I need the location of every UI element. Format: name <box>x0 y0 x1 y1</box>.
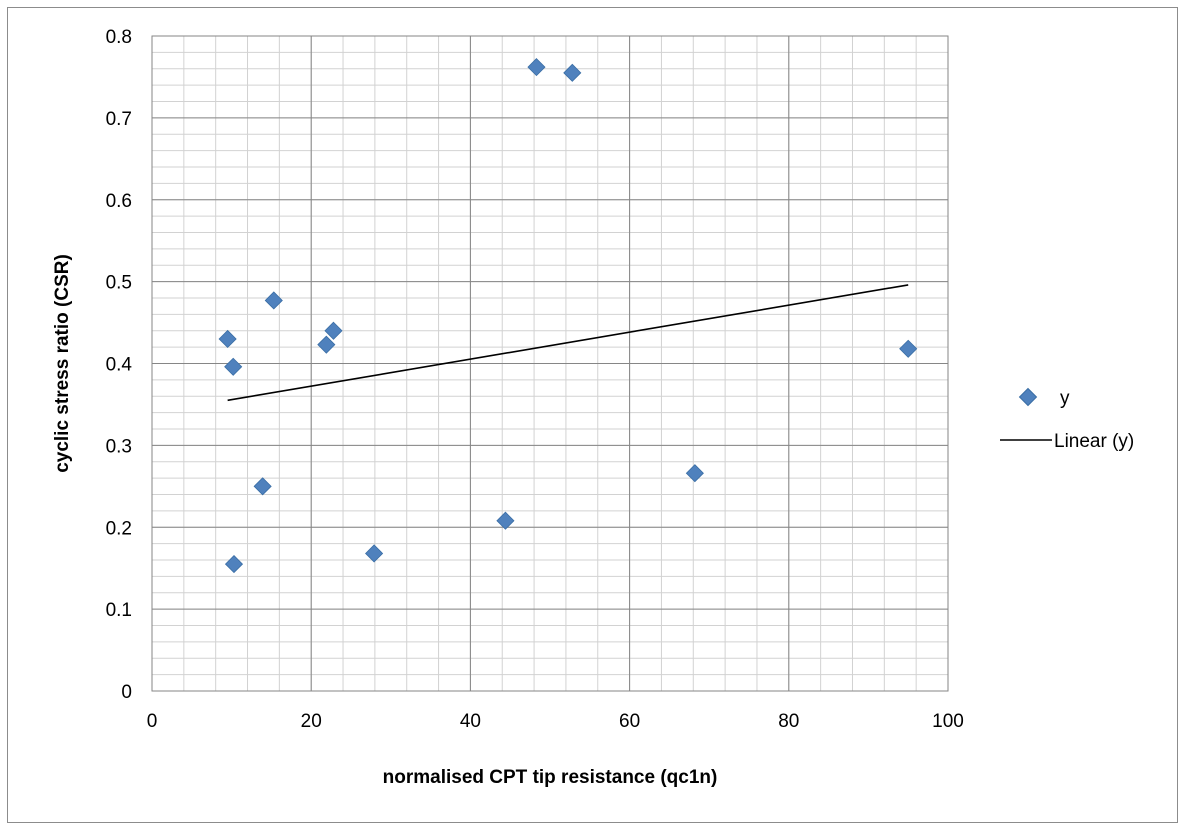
x-axis-tick-labels: 0 20 40 60 80 100 <box>147 711 964 732</box>
x-tick-label: 60 <box>619 711 640 732</box>
x-tick-label: 0 <box>147 711 158 732</box>
y-tick-label: 0 <box>121 682 132 703</box>
legend-marker-y <box>1018 387 1038 407</box>
plot-area-border <box>151 35 949 692</box>
scatter-chart: 0 20 40 60 80 100 0 0.1 0.2 0.3 0.4 0.5 0.6 0.7 0.8 n… <box>52 27 1134 788</box>
legend-label-linear: Linear (y) <box>1054 431 1134 452</box>
x-tick-label: 80 <box>778 711 799 732</box>
data-point <box>224 555 244 574</box>
data-point <box>317 335 336 354</box>
x-tick-label: 100 <box>932 711 964 732</box>
y-tick-label: 0.5 <box>106 273 132 294</box>
legend: y Linear (y) <box>1000 387 1134 452</box>
data-point <box>224 357 243 376</box>
y-tick-label: 0.7 <box>106 109 132 130</box>
data-point <box>496 511 515 530</box>
x-axis-title: normalised CPT tip resistance (qc1n) <box>383 767 718 788</box>
data-point <box>527 58 546 77</box>
y-tick-label: 0.6 <box>106 191 132 212</box>
data-point <box>253 477 272 496</box>
data-point <box>218 329 237 349</box>
data-point <box>685 464 704 483</box>
data-points <box>218 58 918 574</box>
x-tick-label: 20 <box>301 711 322 732</box>
data-point <box>899 339 918 358</box>
y-tick-label: 0.2 <box>106 518 132 539</box>
y-axis-title: cyclic stress ratio (CSR) <box>52 254 73 473</box>
y-tick-label: 0.4 <box>106 355 133 376</box>
x-tick-label: 40 <box>460 711 481 732</box>
chart-frame: 0 20 40 60 80 100 0 0.1 0.2 0.3 0.4 0.5 0.6 0.7 0.8 n… <box>7 7 1178 823</box>
y-axis-tick-labels: 0 0.1 0.2 0.3 0.4 0.5 0.6 0.7 0.8 <box>106 27 133 703</box>
data-point <box>365 544 384 563</box>
trendline-layer <box>227 284 909 402</box>
y-tick-label: 0.1 <box>106 600 132 621</box>
data-point <box>563 63 582 82</box>
data-point <box>264 291 283 310</box>
linear-trendline <box>227 284 909 402</box>
y-tick-label: 0.3 <box>106 436 132 457</box>
y-tick-label: 0.8 <box>106 27 132 48</box>
data-point <box>324 321 343 340</box>
legend-label-y: y <box>1060 388 1070 409</box>
